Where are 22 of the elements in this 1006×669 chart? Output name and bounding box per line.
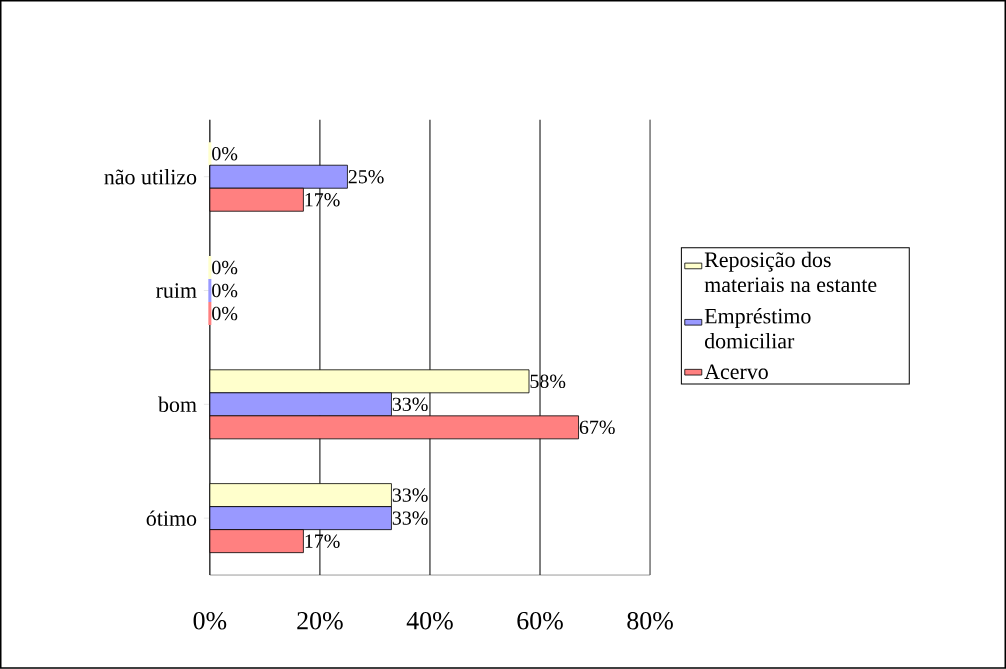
data-label: 0% — [212, 147, 238, 161]
data-label: 33% — [392, 511, 428, 525]
x-tick-label: 60% — [517, 611, 563, 630]
data-label: 58% — [530, 374, 566, 389]
y-tick-label: ruim — [156, 283, 197, 298]
y-tick-label: ótimo — [146, 510, 197, 526]
y-tick-label: não utilizo — [104, 169, 197, 185]
data-label: 0% — [212, 283, 238, 298]
legend-label: Acervo — [704, 364, 768, 380]
data-label: 0% — [212, 306, 238, 321]
legend-label: Empréstimo domiciliar — [704, 308, 811, 349]
x-tick-label: 0% — [193, 611, 227, 630]
legend-label: Reposição dos materiais na estante — [704, 251, 877, 293]
x-tick-label: 40% — [406, 611, 453, 630]
x-tick-label: 80% — [627, 611, 673, 630]
data-label: 33% — [392, 488, 428, 502]
data-label: 67% — [579, 420, 615, 435]
x-tick-label: 20% — [297, 611, 343, 630]
data-label: 33% — [392, 397, 428, 412]
data-label: 0% — [212, 260, 238, 275]
data-label: 25% — [348, 170, 384, 184]
y-tick-label: bom — [158, 396, 197, 413]
